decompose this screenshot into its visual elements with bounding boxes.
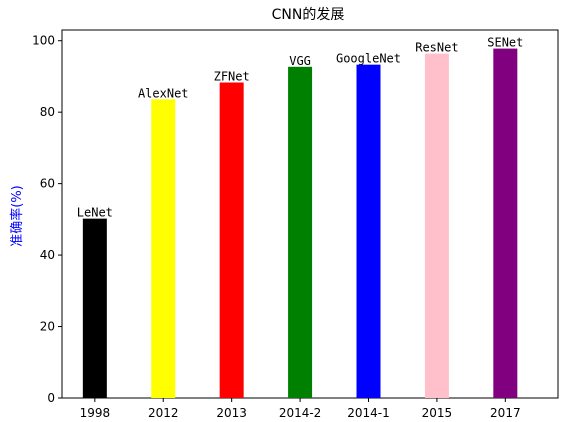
bar bbox=[356, 64, 381, 398]
x-tick-label: 1998 bbox=[80, 406, 111, 420]
bar-data-label: AlexNet bbox=[138, 86, 189, 100]
bar-data-label: ResNet bbox=[415, 41, 458, 55]
chart-title: CNN的发展 bbox=[272, 7, 345, 23]
y-tick-label: 60 bbox=[40, 177, 55, 191]
bar-data-label: ZFNet bbox=[214, 70, 250, 84]
y-tick-label: 20 bbox=[40, 320, 55, 334]
bar bbox=[219, 82, 244, 398]
y-tick-label: 0 bbox=[47, 391, 55, 405]
bar bbox=[493, 48, 518, 398]
x-tick-label: 2015 bbox=[422, 406, 453, 420]
y-axis: 0 20 40 60 80 100 bbox=[32, 34, 62, 405]
bars-group bbox=[82, 48, 518, 399]
x-tick-label: 2012 bbox=[148, 406, 179, 420]
x-tick-label: 2013 bbox=[216, 406, 247, 420]
y-tick-label: 80 bbox=[40, 105, 55, 119]
bar bbox=[424, 53, 449, 399]
y-tick-label: 100 bbox=[32, 34, 55, 48]
data-labels-group: LeNet AlexNet ZFNet VGG GoogleNet ResNet SENet bbox=[77, 36, 524, 220]
x-tick-label: 2017 bbox=[490, 406, 521, 420]
y-tick-label: 40 bbox=[40, 248, 55, 262]
bar bbox=[151, 99, 176, 398]
bar bbox=[82, 218, 107, 398]
x-tick-label: 2014-2 bbox=[279, 406, 322, 420]
bar-data-label: SENet bbox=[487, 36, 523, 50]
y-axis-label: 准确率(%) bbox=[9, 185, 25, 247]
x-axis: 1998 2012 2013 2014-2 2014-1 2015 2017 bbox=[80, 398, 521, 420]
bar-data-label: LeNet bbox=[77, 206, 113, 220]
x-tick-label: 2014-1 bbox=[347, 406, 390, 420]
bar bbox=[288, 66, 313, 399]
bar-data-label: VGG bbox=[289, 54, 311, 68]
bar-data-label: GoogleNet bbox=[336, 52, 401, 66]
